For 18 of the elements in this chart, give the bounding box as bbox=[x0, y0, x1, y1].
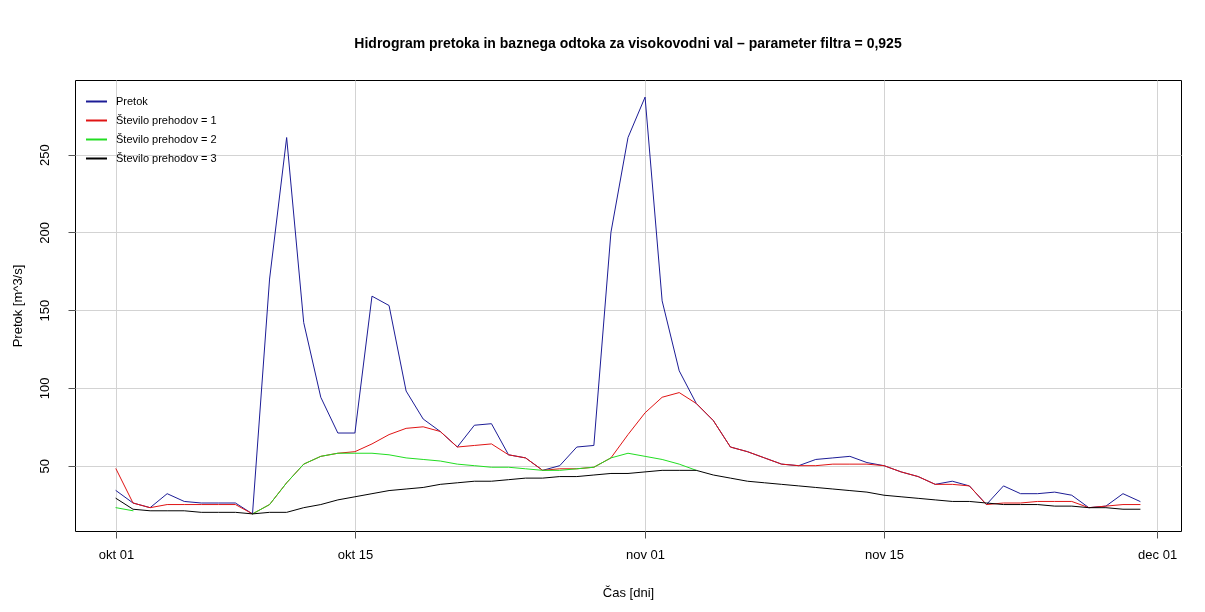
x-axis-title: Čas [dni] bbox=[602, 584, 655, 600]
x-tick-label: okt 15 bbox=[337, 546, 374, 562]
x-tick-label: nov 15 bbox=[865, 546, 905, 562]
y-axis-title: Pretok [m^3/s] bbox=[9, 264, 25, 348]
y-tick-label: 250 bbox=[36, 144, 52, 166]
legend-label: Število prehodov = 1 bbox=[116, 113, 217, 126]
legend-label: Pretok bbox=[116, 94, 149, 107]
y-tick-label: 100 bbox=[36, 377, 52, 400]
legend-label: Število prehodov = 2 bbox=[116, 132, 217, 145]
y-tick-label: 50 bbox=[36, 458, 52, 474]
y-tick-label: 150 bbox=[36, 299, 52, 322]
line-series bbox=[115, 469, 1141, 515]
x-tick-label: nov 01 bbox=[626, 546, 666, 562]
chart-title: Hidrogram pretoka in baznega odtoka za visokovodni val – parameter filtra = 0,925 bbox=[354, 35, 902, 51]
y-tick-label: 200 bbox=[36, 222, 52, 244]
x-tick-label: okt 01 bbox=[98, 546, 135, 562]
legend-label: Število prehodov = 3 bbox=[116, 151, 217, 164]
x-tick-label: dec 01 bbox=[1138, 546, 1178, 562]
